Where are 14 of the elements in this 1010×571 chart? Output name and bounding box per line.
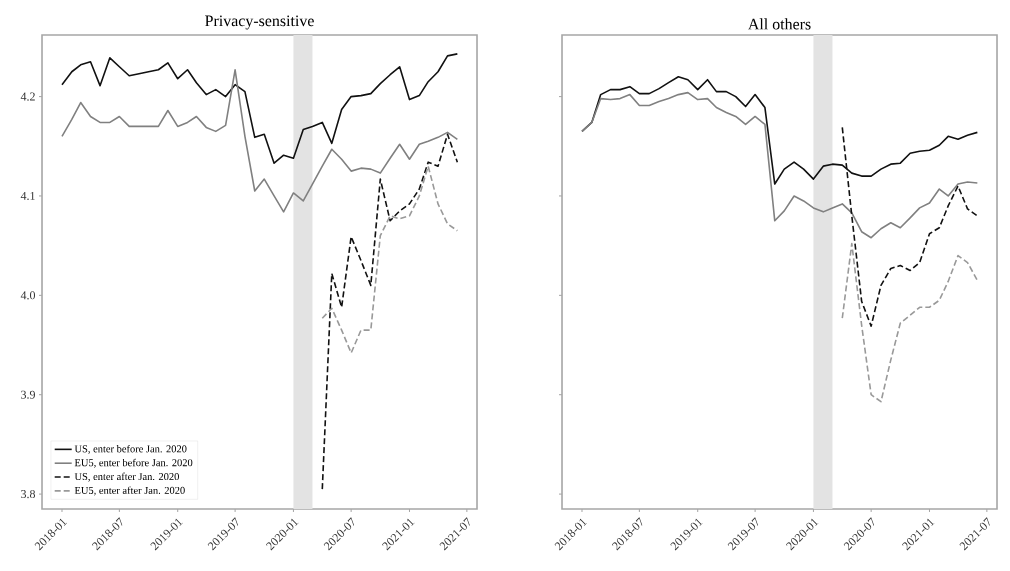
y-tick-label: 4.2 bbox=[20, 92, 35, 101]
line-series bbox=[321, 133, 459, 490]
chart-title: Privacy-sensitive bbox=[205, 15, 314, 30]
y-tick-label: 3.8 bbox=[21, 490, 36, 499]
y-tick-label: 4.0 bbox=[20, 291, 36, 300]
chart-title: All others bbox=[748, 18, 811, 30]
legend-label: US, enter before Jan. 2020 bbox=[74, 444, 187, 454]
legend-label: EU5, enter after Jan. 2020 bbox=[74, 486, 185, 496]
line-series bbox=[61, 53, 459, 164]
legend-label: US, enter after Jan. 2020 bbox=[74, 472, 179, 482]
legend-label: EU5, enter before Jan. 2020 bbox=[74, 458, 193, 468]
y-tick-label: 4.1 bbox=[20, 191, 35, 200]
y-tick-label: 3.9 bbox=[21, 390, 35, 399]
line-series bbox=[321, 165, 459, 354]
